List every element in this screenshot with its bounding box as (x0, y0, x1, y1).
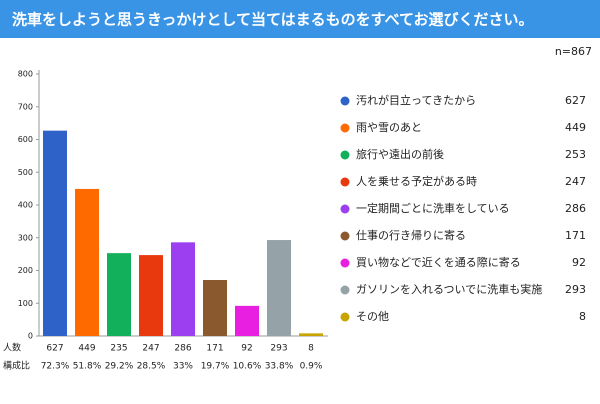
table-share: 72.3% (41, 362, 70, 372)
legend-label: ガソリンを入れるついでに洗車も実施 (356, 282, 542, 296)
legend-value: 253 (565, 148, 586, 161)
bar (43, 130, 67, 336)
legend-value: 92 (572, 256, 586, 269)
table-count: 286 (174, 344, 191, 354)
table-count: 293 (270, 344, 287, 354)
table-share: 33% (173, 362, 193, 372)
bar (171, 242, 195, 336)
legend-marker (340, 177, 350, 187)
table-count: 247 (142, 344, 159, 354)
table-share: 33.8% (265, 362, 294, 372)
table-share: 51.8% (73, 362, 102, 372)
table-share: 0.9% (300, 362, 323, 372)
legend-marker (340, 96, 350, 106)
legend-label: 一定期間ごとに洗車をしている (356, 201, 510, 215)
bar (139, 255, 163, 336)
y-tick-label: 400 (18, 201, 33, 210)
table-row-label: 構成比 (3, 360, 30, 372)
legend-value: 627 (565, 94, 586, 107)
title-bar (0, 0, 600, 38)
legend-marker (340, 150, 350, 160)
y-tick-label: 100 (18, 299, 33, 308)
legend-label: 雨や雪のあと (356, 121, 422, 134)
bar (107, 253, 131, 336)
legend-marker (340, 231, 350, 241)
legend-marker (340, 123, 350, 133)
y-tick-label: 500 (18, 168, 33, 177)
chart-title: 洗車をしようと思うきっかけとして当てはまるものをすべてお選びください。 (12, 11, 534, 29)
legend-value: 247 (565, 175, 586, 188)
legend-value: 293 (565, 283, 586, 296)
y-tick-label: 300 (18, 233, 33, 242)
table-share: 28.5% (137, 362, 166, 372)
legend-marker (340, 258, 350, 268)
y-tick-label: 200 (18, 266, 33, 275)
legend-value: 171 (565, 229, 586, 242)
bar (235, 305, 259, 336)
y-tick-label: 700 (18, 102, 33, 111)
legend-marker (340, 285, 350, 295)
legend-label: その他 (356, 310, 389, 323)
table-count: 235 (110, 344, 127, 354)
legend-marker (340, 204, 350, 214)
table-share: 19.7% (201, 362, 230, 372)
bar (267, 240, 291, 336)
legend-label: 買い物などで近くを通る際に寄る (356, 255, 521, 269)
table-count: 8 (308, 344, 314, 354)
table-count: 171 (206, 344, 223, 354)
legend-value: 449 (565, 121, 586, 134)
legend-value: 286 (565, 202, 586, 215)
y-tick-label: 600 (18, 135, 33, 144)
bar (75, 188, 99, 336)
table-count: 92 (241, 344, 252, 354)
legend-marker (340, 312, 350, 322)
legend-label: 汚れが目立ってきたから (356, 93, 476, 107)
table-count: 627 (46, 344, 63, 354)
legend-label: 人を乗せる予定がある時 (356, 174, 477, 188)
legend-value: 8 (579, 310, 586, 323)
bar (203, 279, 227, 336)
table-row-label: 人数 (3, 342, 21, 354)
sample-size: n=867 (555, 45, 592, 58)
table-share: 29.2% (105, 362, 134, 372)
table-share: 10.6% (233, 362, 262, 372)
bar (299, 333, 323, 336)
table-count: 449 (78, 344, 95, 354)
y-tick-label: 0 (28, 332, 33, 341)
y-tick-label: 800 (18, 70, 33, 79)
legend-label: 旅行や遠出の前後 (356, 147, 444, 161)
legend-label: 仕事の行き帰りに寄る (356, 228, 466, 242)
